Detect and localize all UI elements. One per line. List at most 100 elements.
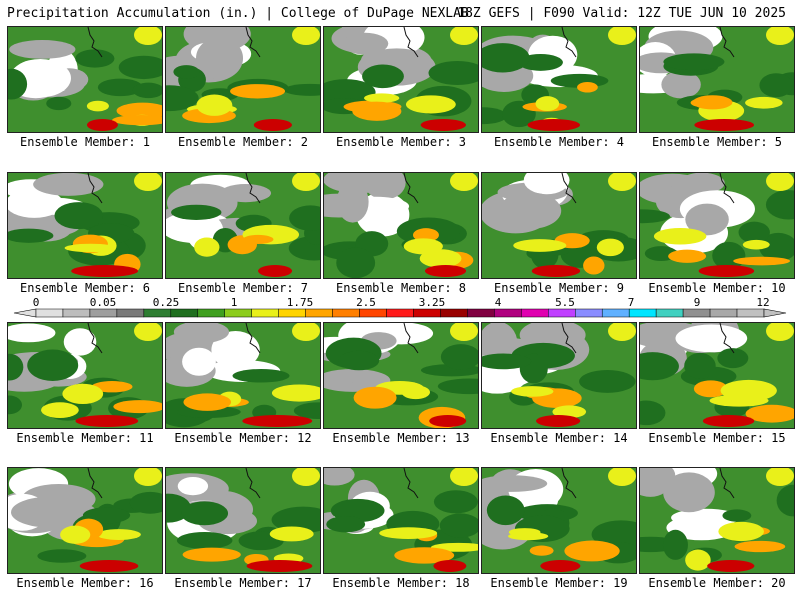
ensemble-member-panel: Ensemble Member: 5 [639, 26, 795, 151]
colorbar-legend: 0 0.05 0.25 1 1.75 2.5 3.25 4 5.5 7 9 12 [0, 296, 800, 320]
ensemble-member-label: Ensemble Member: 16 [16, 576, 154, 590]
moderate-precip-area [129, 491, 162, 514]
moderate-precip-area [46, 96, 72, 111]
precip-field [482, 468, 636, 573]
ensemble-member-panel: Ensemble Member: 17 [165, 467, 321, 592]
precip-area [292, 27, 320, 45]
colorbar-swatch [116, 308, 145, 318]
precip-map [481, 467, 637, 574]
ensemble-member-label: Ensemble Member: 10 [648, 281, 786, 295]
coastline [403, 468, 419, 499]
moderate-precip-area [326, 516, 366, 533]
precip-area [134, 173, 162, 191]
heavy-precip-area [577, 81, 598, 93]
precip-area [608, 27, 636, 45]
heavy-precip-area [529, 545, 554, 556]
colorbar-swatch [278, 308, 306, 318]
colorbar-swatch [35, 308, 64, 318]
colorbar-min-arrow [13, 308, 37, 318]
ensemble-member-label: Ensemble Member: 2 [177, 135, 309, 149]
moderate-precip-area [289, 205, 320, 231]
moderate-precip-area [293, 402, 320, 420]
colorbar-tick-label: 1.75 [286, 296, 314, 309]
precip-map [7, 172, 163, 279]
moderate-precip-area [684, 352, 716, 379]
precip-area [450, 173, 478, 191]
moderate-precip-area [54, 202, 104, 230]
max-precip-core [702, 415, 755, 427]
colorbar-swatch [467, 308, 495, 318]
precip-field [166, 27, 320, 132]
heavy-precip-area [535, 96, 560, 112]
moderate-precip-area [759, 232, 794, 262]
moderate-precip-area [738, 221, 770, 244]
dry-area [364, 173, 406, 200]
precip-area [292, 468, 320, 486]
precip-map [165, 26, 321, 133]
precip-map [7, 26, 163, 133]
dry-area [8, 323, 56, 343]
dry-area [324, 468, 355, 486]
dry-area [523, 173, 570, 195]
max-precip-core [694, 119, 755, 131]
precip-area [766, 27, 794, 45]
ensemble-member-label: Ensemble Member: 9 [493, 281, 625, 295]
colorbar-swatch [359, 308, 387, 318]
heavy-precip-area [116, 102, 162, 119]
moderate-precip-area [662, 529, 688, 560]
precip-area [608, 468, 636, 486]
precip-map [639, 322, 795, 429]
ensemble-member-label: Ensemble Member: 17 [174, 576, 312, 590]
ensemble-member-label: Ensemble Member: 6 [19, 281, 151, 295]
colorbar-swatch [332, 308, 360, 318]
heavy-precip-area [113, 400, 162, 414]
heavy-precip-area [511, 386, 554, 397]
colorbar-tick-label: 3.25 [418, 296, 446, 309]
ensemble-member-label: Ensemble Member: 8 [335, 281, 467, 295]
precip-field [166, 323, 320, 428]
precip-area [608, 323, 636, 341]
precip-field [8, 173, 162, 278]
colorbar-tick-label: 0.25 [152, 296, 180, 309]
ensemble-member-panel: Ensemble Member: 8 [323, 172, 479, 297]
precip-field [8, 27, 162, 132]
max-precip-core [246, 560, 313, 572]
moderate-precip-area [8, 353, 24, 381]
heavy-precip-area [419, 249, 462, 268]
moderate-precip-area [717, 348, 749, 369]
coastline [403, 27, 419, 58]
moderate-precip-area [482, 43, 530, 73]
colorbar-swatch [548, 308, 576, 318]
precip-map [7, 467, 163, 574]
colorbar-bar [13, 308, 787, 318]
dry-area [8, 189, 64, 218]
dry-area [173, 323, 230, 344]
ensemble-member-label: Ensemble Member: 18 [332, 576, 470, 590]
precip-area [766, 323, 794, 341]
coastline [719, 468, 735, 499]
max-precip-core [527, 119, 581, 131]
coastline [561, 323, 577, 354]
dry-area [63, 328, 97, 356]
precip-field [166, 173, 320, 278]
coastline [561, 173, 577, 204]
moderate-precip-area [640, 400, 666, 426]
moderate-precip-area [663, 53, 725, 71]
ensemble-member-label: Ensemble Member: 12 [174, 431, 312, 445]
dry-area [675, 324, 748, 353]
heavy-precip-area [230, 84, 286, 99]
precip-field [640, 468, 794, 573]
ensemble-member-label: Ensemble Member: 11 [16, 431, 154, 445]
max-precip-core [536, 415, 581, 427]
dry-area [671, 508, 740, 527]
moderate-precip-area [722, 509, 752, 522]
moderate-precip-area [362, 64, 404, 89]
moderate-precip-area [640, 352, 679, 381]
heavy-precip-area [653, 227, 707, 245]
dry-area [33, 173, 104, 196]
moderate-precip-area [439, 513, 478, 538]
colorbar-tick-label: 5.5 [555, 296, 575, 309]
ensemble-member-panel: Ensemble Member: 13 [323, 322, 479, 447]
moderate-precip-area [118, 55, 162, 80]
heavy-precip-area [401, 385, 431, 400]
